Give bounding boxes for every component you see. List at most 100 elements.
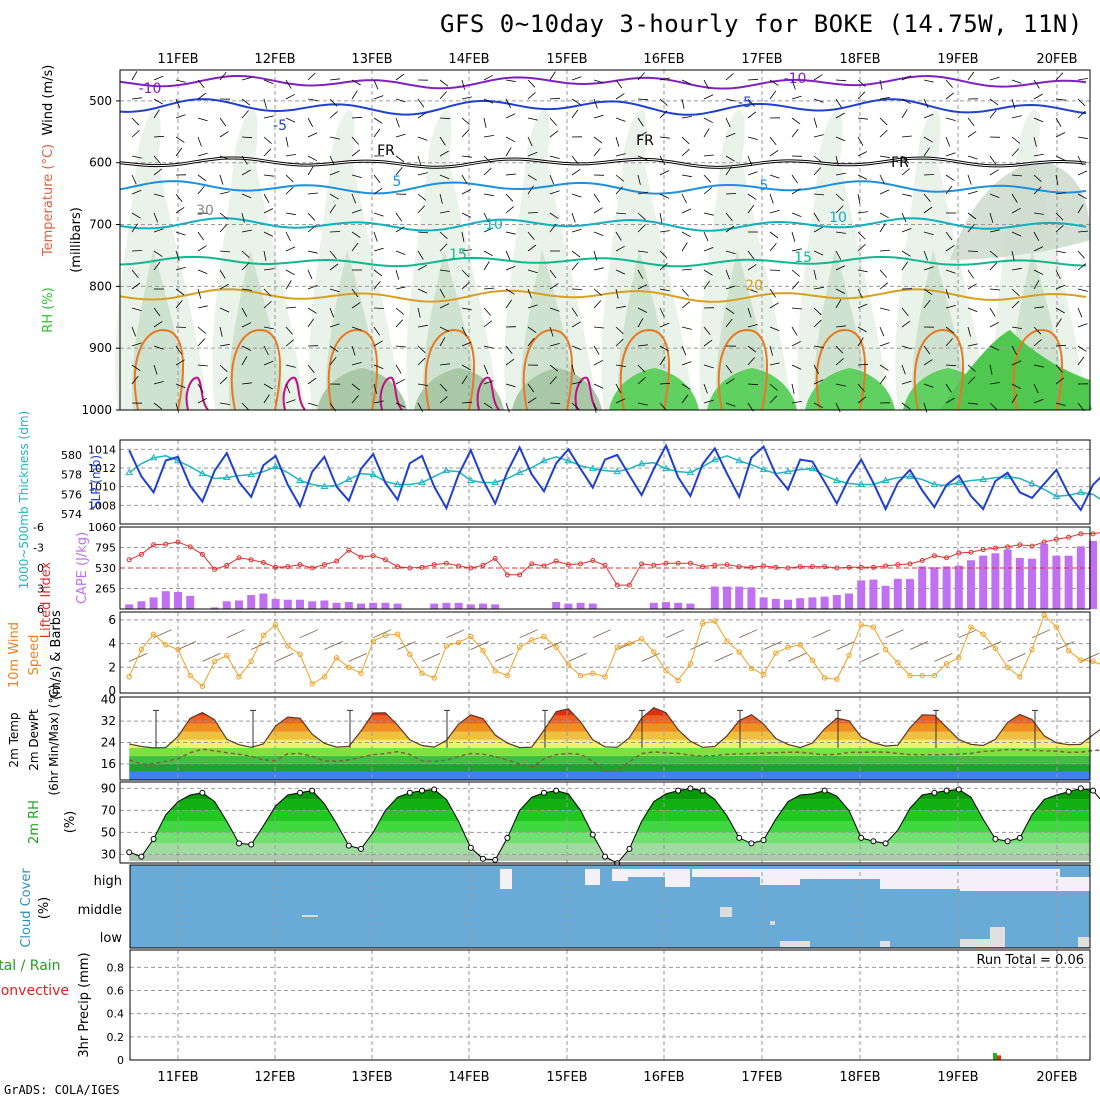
wind-barb bbox=[483, 135, 494, 138]
y-axis-title: Cloud Cover bbox=[19, 868, 34, 948]
wind-barb bbox=[1055, 344, 1067, 347]
wind-barb bbox=[241, 193, 252, 199]
lifted-index-marker bbox=[687, 560, 693, 566]
wind-barb bbox=[131, 189, 142, 195]
rh-marker bbox=[199, 789, 206, 796]
panel-frame bbox=[119, 611, 1091, 694]
wind-speed-marker bbox=[687, 661, 694, 667]
chart-title: GFS 0~10day 3-hourly for BOKE (14.75W, 1… bbox=[440, 10, 1083, 38]
thickness-marker bbox=[979, 475, 988, 483]
lifted-index-marker bbox=[224, 562, 230, 568]
wind-barb bbox=[747, 136, 758, 140]
rh-shade-high bbox=[512, 368, 602, 410]
slp-line bbox=[128, 443, 1100, 512]
wind-barb bbox=[1055, 364, 1063, 373]
wind-barb bbox=[989, 321, 999, 328]
wind-barb bbox=[197, 136, 202, 147]
x-date-label-top: 20FEB bbox=[1036, 52, 1077, 67]
wind-barb bbox=[857, 363, 869, 366]
wind-barb bbox=[637, 250, 648, 253]
wind-barb bbox=[945, 92, 955, 100]
wind-speed-marker bbox=[358, 670, 364, 676]
wind-barb bbox=[219, 307, 230, 313]
cape-bar bbox=[918, 566, 927, 609]
wind-barb bbox=[527, 337, 535, 347]
wind-barb bbox=[747, 155, 753, 166]
wind-barb bbox=[945, 79, 953, 88]
wind-barb bbox=[241, 98, 251, 106]
x-date-label-bottom: 17FEB bbox=[741, 1070, 782, 1085]
wind-barb bbox=[879, 326, 885, 337]
rh-marker bbox=[699, 787, 706, 794]
wind-barb bbox=[527, 231, 535, 240]
wind-speed-marker bbox=[895, 659, 901, 666]
wind-barb bbox=[131, 155, 142, 159]
wind-barb bbox=[505, 231, 516, 235]
wind-barb bbox=[901, 109, 908, 119]
cape-bar bbox=[747, 587, 756, 609]
wind-barb bbox=[197, 174, 207, 182]
rh-marker bbox=[821, 787, 828, 794]
y-axis-title: (6hr Min/Max) (°C) bbox=[47, 684, 61, 795]
y-tick-label: 1000 bbox=[81, 403, 112, 417]
cape-bar bbox=[1015, 557, 1024, 609]
cloud-low-block bbox=[780, 941, 810, 947]
cape-bar bbox=[308, 601, 317, 609]
lifted-index-marker bbox=[1053, 536, 1059, 542]
wind-barb bbox=[989, 345, 1000, 351]
wind-barb bbox=[945, 364, 957, 367]
wind-barb bbox=[593, 288, 602, 296]
wind-barb bbox=[703, 339, 713, 347]
wind-barb bbox=[725, 193, 737, 195]
rh-marker bbox=[955, 786, 962, 793]
y-tick-label-right: 1008 bbox=[88, 499, 116, 512]
cape-bar bbox=[832, 595, 841, 609]
panel-frame bbox=[119, 526, 1091, 610]
wind-barb bbox=[395, 212, 403, 222]
wind-barb bbox=[219, 117, 227, 127]
cape-bar bbox=[320, 600, 329, 609]
wind-barb bbox=[131, 307, 142, 312]
wind-barb bbox=[857, 151, 868, 157]
wind-barb bbox=[637, 364, 646, 373]
cloud-high-block bbox=[760, 869, 800, 885]
panel-wind-10m: 0 2 4 6 10m Wind Speed (m/s) & Barbs bbox=[7, 610, 1100, 700]
wind-barb bbox=[879, 97, 890, 100]
wind-speed-marker bbox=[541, 633, 547, 640]
wind-barb bbox=[197, 185, 205, 195]
wind-barb bbox=[329, 263, 339, 271]
lifted-index-marker bbox=[1029, 543, 1035, 549]
wind-speed-marker bbox=[870, 624, 877, 630]
wind-barb bbox=[263, 98, 267, 109]
wind-speed-marker bbox=[382, 632, 389, 639]
wind-barb bbox=[747, 345, 757, 353]
wind-barb bbox=[373, 174, 381, 184]
thickness-line bbox=[128, 455, 1100, 500]
wind-barb bbox=[923, 288, 933, 296]
y-tick-label: 0.4 bbox=[107, 1008, 125, 1021]
wind-barb bbox=[285, 306, 297, 309]
wind-barb bbox=[901, 98, 911, 105]
wind-barb bbox=[241, 356, 248, 366]
wind-barb bbox=[659, 98, 668, 106]
lifted-index-marker bbox=[260, 560, 266, 566]
wind-barb bbox=[571, 307, 578, 317]
lifted-index-marker bbox=[151, 542, 157, 548]
wind-barb-10m bbox=[397, 641, 416, 650]
lifted-index-marker bbox=[626, 582, 632, 588]
wind-barb bbox=[439, 174, 450, 180]
y-tick-label: 0 bbox=[117, 1054, 124, 1067]
wind-barb bbox=[351, 193, 357, 204]
wind-barb bbox=[461, 401, 473, 404]
wind-speed-marker bbox=[199, 683, 206, 689]
wind-barb bbox=[901, 380, 912, 385]
y-axis-title: 3hr Precip (mm) bbox=[77, 952, 92, 1057]
wind-speed-marker bbox=[1041, 612, 1047, 618]
wind-barb bbox=[989, 212, 994, 223]
wind-barb bbox=[989, 402, 998, 411]
cape-bar bbox=[1089, 540, 1097, 609]
wind-barb bbox=[307, 212, 316, 221]
cape-bar bbox=[784, 599, 792, 609]
cloud-high-block bbox=[612, 869, 628, 881]
lifted-index-marker bbox=[382, 557, 388, 563]
